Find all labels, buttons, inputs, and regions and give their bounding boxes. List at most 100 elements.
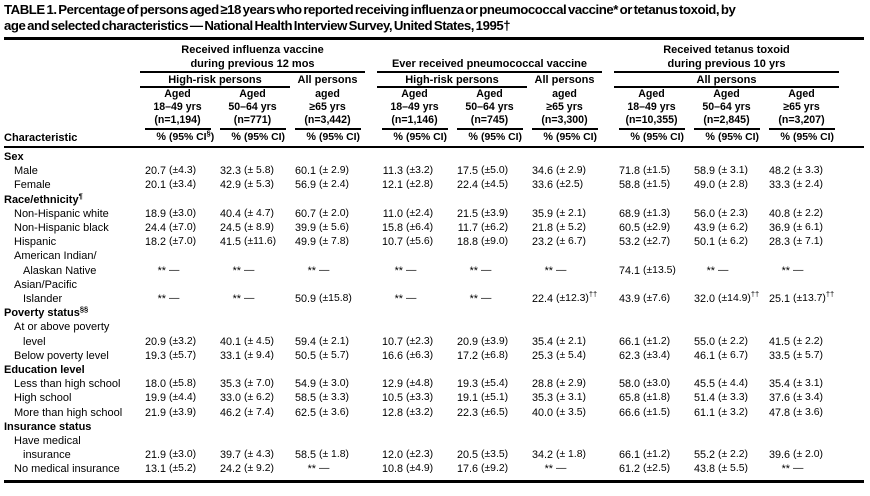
cell-ci: (±1.5) xyxy=(643,406,671,418)
cell-ci: — xyxy=(556,264,567,276)
cell-pct: 22.3 xyxy=(456,406,478,419)
data-cell: 46.1 (± 6.7) xyxy=(689,349,764,363)
cell-pct: 66.1 xyxy=(618,335,640,348)
cell-pct: ** xyxy=(307,264,316,277)
cell-pct: 12.0 xyxy=(381,449,403,462)
data-cell: 17.2 (±6.8) xyxy=(452,349,527,363)
percent-header: % xyxy=(630,131,640,143)
column-aged-label: Aged xyxy=(164,88,191,100)
data-cell: 61.2 (±2.5) xyxy=(614,462,689,476)
data-cell: 35.3 (± 7.0) xyxy=(215,377,290,391)
column-measure-header: % (95% CI) xyxy=(377,131,452,144)
column-measure-header: % (95% CI§) xyxy=(140,129,215,144)
cell-ci: (±3.0) xyxy=(643,378,671,390)
row-label-line: Alaskan Native xyxy=(23,264,97,277)
ci-header: (95% CI) xyxy=(244,132,285,143)
cell-ci: (±2.5) xyxy=(643,463,671,475)
column-rule xyxy=(294,128,361,130)
data-cell: 61.1 (± 3.2) xyxy=(689,406,764,420)
column-age-range: ≥65 yrs xyxy=(309,101,346,113)
cell-ci: (±3.2) xyxy=(406,165,434,177)
row-label-line: Female xyxy=(14,179,51,192)
cell-ci: (±2.5) xyxy=(556,179,584,191)
data-cell: 23.2 (± 6.7) xyxy=(527,235,602,249)
ci-header: (95% CI) xyxy=(481,132,522,143)
cell-ci: (±9.0) xyxy=(481,236,509,248)
header-row: 18–49 yrs 50–64 yrs ≥65 yrs 18–49 yrs 50–64 … xyxy=(4,101,864,114)
data-cell: 39.6 (± 2.0) xyxy=(764,448,839,462)
data-cell: 12.8 (±3.2) xyxy=(377,406,452,420)
vaccine-group-title: Ever received pneumococcal vaccine xyxy=(377,40,602,73)
data-cell: 18.0 (±5.8) xyxy=(140,377,215,391)
cell-ci: (± 3.1) xyxy=(718,165,748,177)
cell-ci: (±2.3) xyxy=(406,335,434,347)
cell-pct: 62.3 xyxy=(618,349,640,362)
table-row: More than high school 21.9 (±3.9) 46.2 (± 7.… xyxy=(4,406,864,420)
row-label: Have medical insurance xyxy=(4,434,140,462)
cell-ci: (±5.2) xyxy=(169,463,197,475)
cell-ci: (± 2.4) xyxy=(319,179,349,191)
cell-ci: (± 2.2) xyxy=(793,335,823,347)
column-measure-header: % (95% CI) xyxy=(215,131,290,144)
top-rule xyxy=(4,37,864,40)
cell-pct: 16.6 xyxy=(381,349,403,362)
footnote-marker: §§ xyxy=(79,304,89,314)
cell-pct: 19.3 xyxy=(456,378,478,391)
row-label-line: More than high school xyxy=(14,406,123,419)
vaccine-group-title-line: Received tetanus toxoid xyxy=(663,44,790,56)
ci-header: (95% CI) xyxy=(643,132,684,143)
data-cell: 34.2 (± 1.8) xyxy=(527,448,602,462)
data-cell: 39.9 (± 5.6) xyxy=(290,221,365,235)
label-column-spacer: Characteristic xyxy=(4,132,140,144)
data-cell: 17.5 (±5.0) xyxy=(452,164,527,178)
column-rule xyxy=(693,128,760,130)
cell-pct: 34.2 xyxy=(531,449,553,462)
cell-pct: 17.5 xyxy=(456,165,478,178)
table-row: Asian/Pacific Islander ** — ** —50.9 (±15.8) **… xyxy=(4,278,864,306)
cell-ci: (± 5.4) xyxy=(556,349,586,361)
cell-pct: 17.2 xyxy=(456,349,478,362)
cell-pct: 10.7 xyxy=(381,335,403,348)
row-label: High school xyxy=(4,391,140,405)
cell-ci: (±1.3) xyxy=(643,207,671,219)
cell-ci: (± 8.9) xyxy=(244,222,274,234)
data-cell: 58.9 (± 3.1) xyxy=(689,164,764,178)
data-cell: 49.0 (± 2.8) xyxy=(689,178,764,192)
cell-ci: (±5.6) xyxy=(406,236,434,248)
cell-ci: (± 3.5) xyxy=(556,406,586,418)
cell-pct: 34.6 xyxy=(531,165,553,178)
cell-ci: (±5.7) xyxy=(169,349,197,361)
cell-ci: — xyxy=(556,463,567,475)
cell-pct: 12.8 xyxy=(381,406,403,419)
column-rule-cell xyxy=(764,127,839,130)
data-cell: 39.7 (± 4.3) xyxy=(215,448,290,462)
cell-pct: 11.3 xyxy=(382,165,403,178)
cell-ci: (± 2.2) xyxy=(718,449,748,461)
cell-pct: 60.5 xyxy=(618,222,640,235)
cell-pct: 39.9 xyxy=(294,222,316,235)
cell-ci: (± 3.4) xyxy=(793,392,823,404)
row-label-line: insurance xyxy=(23,449,71,462)
cell-pct: 66.6 xyxy=(618,406,640,419)
cell-pct: 21.9 xyxy=(144,406,166,419)
cell-pct: ** xyxy=(157,293,166,306)
cell-ci: (± 2.0) xyxy=(319,207,349,219)
cell-pct: 40.1 xyxy=(219,335,241,348)
cell-pct: 59.4 xyxy=(294,335,316,348)
column-aged-label: Aged xyxy=(638,88,665,100)
data-cell: ** — xyxy=(452,264,527,278)
cell-pct: 65.8 xyxy=(618,392,640,405)
cell-pct: 22.4 xyxy=(531,293,553,306)
data-cell: 12.9 (±4.8) xyxy=(377,377,452,391)
cell-ci: (±6.8) xyxy=(481,349,509,361)
cell-ci: (± 5.8) xyxy=(244,165,274,177)
row-label-line: Asian/Pacific xyxy=(14,278,77,291)
cell-ci: (±7.6) xyxy=(643,293,671,305)
cell-pct: ** xyxy=(781,463,790,476)
cell-ci: (±4.3) xyxy=(169,165,197,177)
data-cell: 46.2 (± 7.4) xyxy=(215,406,290,420)
cell-pct: 11.0 xyxy=(382,207,403,220)
cell-ci: (± 7.0) xyxy=(244,378,274,390)
column-aged-label: aged xyxy=(315,88,340,100)
data-cell: 50.9 (±15.8) xyxy=(290,292,365,306)
